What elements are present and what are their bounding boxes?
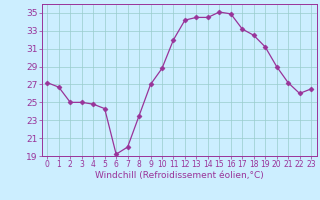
- X-axis label: Windchill (Refroidissement éolien,°C): Windchill (Refroidissement éolien,°C): [95, 171, 264, 180]
